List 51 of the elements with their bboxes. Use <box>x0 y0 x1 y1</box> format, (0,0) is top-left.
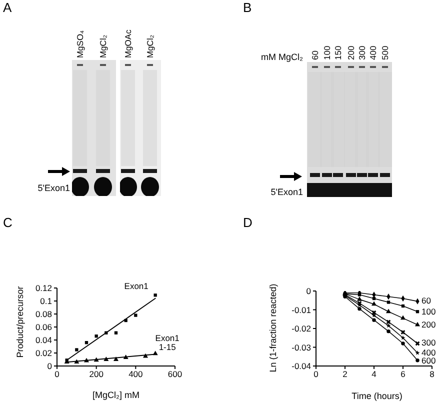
y-tick-label: -0.01 <box>292 304 312 315</box>
x-tick-label: 0 <box>314 369 319 380</box>
category-label: MgCl₂ <box>144 34 155 58</box>
x-tick-label: 400 <box>128 369 144 380</box>
chart-title: C <box>3 215 12 230</box>
y-tick-label: 0.1 <box>40 296 52 306</box>
x-axis-title: [MgCl₂] mM <box>92 390 140 400</box>
chart-title: D <box>243 215 252 230</box>
category-label: MgOAc <box>122 30 133 58</box>
category-label: 100 <box>322 46 332 60</box>
text: A <box>3 0 12 15</box>
y-tick-label: 0.04 <box>35 335 52 346</box>
y-tick-label: 0.06 <box>35 322 52 332</box>
y-tick-label: 0 <box>306 286 312 296</box>
y-tick-label: 0.02 <box>35 348 52 358</box>
series-label: 300 <box>422 337 436 347</box>
category-label: 400 <box>368 46 378 60</box>
category-label: MgSO₄ <box>74 30 85 58</box>
text: mM MgCl₂ <box>261 52 303 62</box>
y-tick-label: -0.03 <box>292 342 312 352</box>
series-label: 600 <box>422 356 436 366</box>
y-axis-title: Ln (1-fraction reacted) <box>268 284 278 372</box>
series-label: 400 <box>422 347 436 358</box>
text: 5'Exon1 <box>38 183 70 193</box>
y-tick-label: 0.12 <box>35 283 52 294</box>
category-label: 200 <box>346 46 356 60</box>
y-tick-label: 0 <box>47 361 52 372</box>
x-tick-label: 6 <box>400 369 406 380</box>
series-label: Exon1 <box>124 281 148 292</box>
x-tick-label: 0 <box>54 369 60 380</box>
x-tick-label: 4 <box>372 369 377 380</box>
y-tick-label: -0.04 <box>292 361 312 372</box>
series-label: 100 <box>422 306 436 316</box>
text: 5'Exon1 <box>270 187 303 197</box>
x-tick-label: 2 <box>342 369 348 380</box>
category-label: MgCl₂ <box>98 34 108 58</box>
x-tick-label: 200 <box>89 369 104 380</box>
series-label: 200 <box>422 319 436 330</box>
y-axis-title: Product/precursor <box>15 286 25 358</box>
category-label: 300 <box>356 46 367 60</box>
y-tick-label: 0.08 <box>35 309 52 320</box>
category-label: 500 <box>380 46 390 60</box>
series-label: 60 <box>422 296 431 306</box>
y-tick-label: -0.02 <box>292 324 312 334</box>
category-label: 150 <box>332 46 343 60</box>
text: B <box>243 0 252 15</box>
x-tick-label: 600 <box>168 369 182 380</box>
series-label: Exon1 1-15 <box>155 332 180 352</box>
x-tick-label: 8 <box>430 369 435 380</box>
category-label: 60 <box>310 50 320 60</box>
x-axis-title: Time (hours) <box>352 391 402 401</box>
